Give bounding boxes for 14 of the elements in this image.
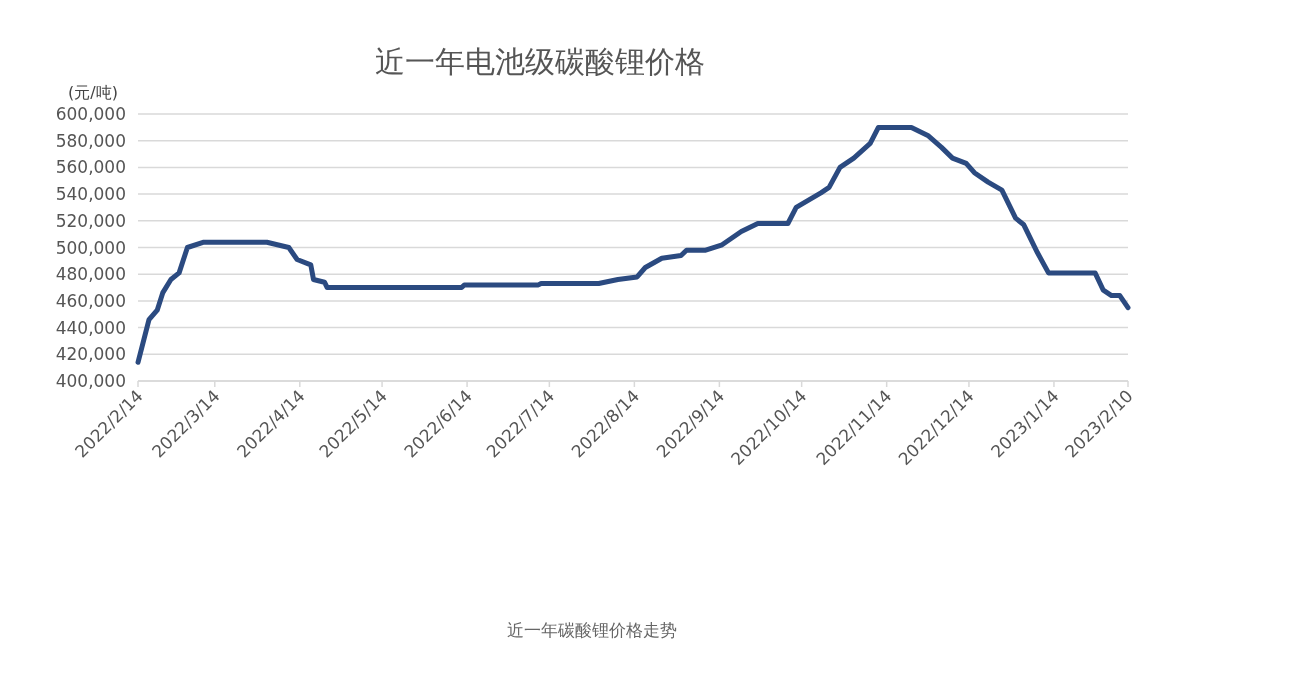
- y-tick-label: 420,000: [55, 344, 126, 365]
- y-tick-label: 560,000: [55, 157, 126, 178]
- y-tick-label: 480,000: [55, 264, 126, 285]
- y-tick-label: 600,000: [55, 104, 126, 124]
- y-tick-label: 580,000: [55, 130, 126, 151]
- chart-title: 近一年电池级碳酸锂价格: [375, 44, 705, 79]
- y-tick-label: 440,000: [55, 317, 126, 338]
- y-axis-title: (元/吨): [68, 83, 118, 102]
- y-tick-label: 520,000: [55, 210, 126, 231]
- y-tick-label: 500,000: [55, 237, 126, 258]
- y-tick-label: 400,000: [55, 371, 126, 391]
- y-tick-label: 460,000: [55, 290, 126, 311]
- text: 近一年碳酸锂价格走势: [507, 620, 677, 640]
- y-tick-label: 540,000: [55, 184, 126, 205]
